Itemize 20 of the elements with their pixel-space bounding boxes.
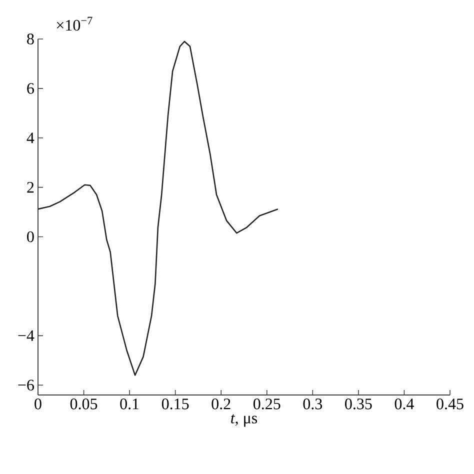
line-series — [38, 40, 279, 376]
y-tick-label: 6 — [27, 83, 34, 94]
y-tick-label: −6 — [18, 380, 34, 390]
x-tick-label: 0.2 — [212, 398, 230, 410]
x-tick-label: 0.45 — [436, 398, 464, 410]
x-tick-label: 0 — [34, 398, 42, 410]
y-tick-label: 4 — [26, 132, 34, 144]
x-tick-label: 0.3 — [303, 398, 322, 410]
y-tick-label: 0 — [27, 231, 34, 242]
x-tick-label: 0.05 — [70, 398, 98, 410]
text: ×10$^{−7}$ — [56, 16, 92, 31]
x-tick-label: 0.15 — [162, 398, 189, 410]
y-tick-label: −4 — [18, 330, 34, 341]
x-axis-title: t, μs — [231, 414, 258, 427]
x-tick-label: 0.35 — [345, 398, 372, 410]
x-tick-label: 0.4 — [394, 398, 414, 410]
x-tick-label: 0.1 — [120, 398, 139, 410]
y-tick-label: 2 — [27, 182, 34, 193]
x-tick-label: 0.25 — [254, 398, 280, 410]
y-tick-label: 8 — [27, 34, 34, 44]
